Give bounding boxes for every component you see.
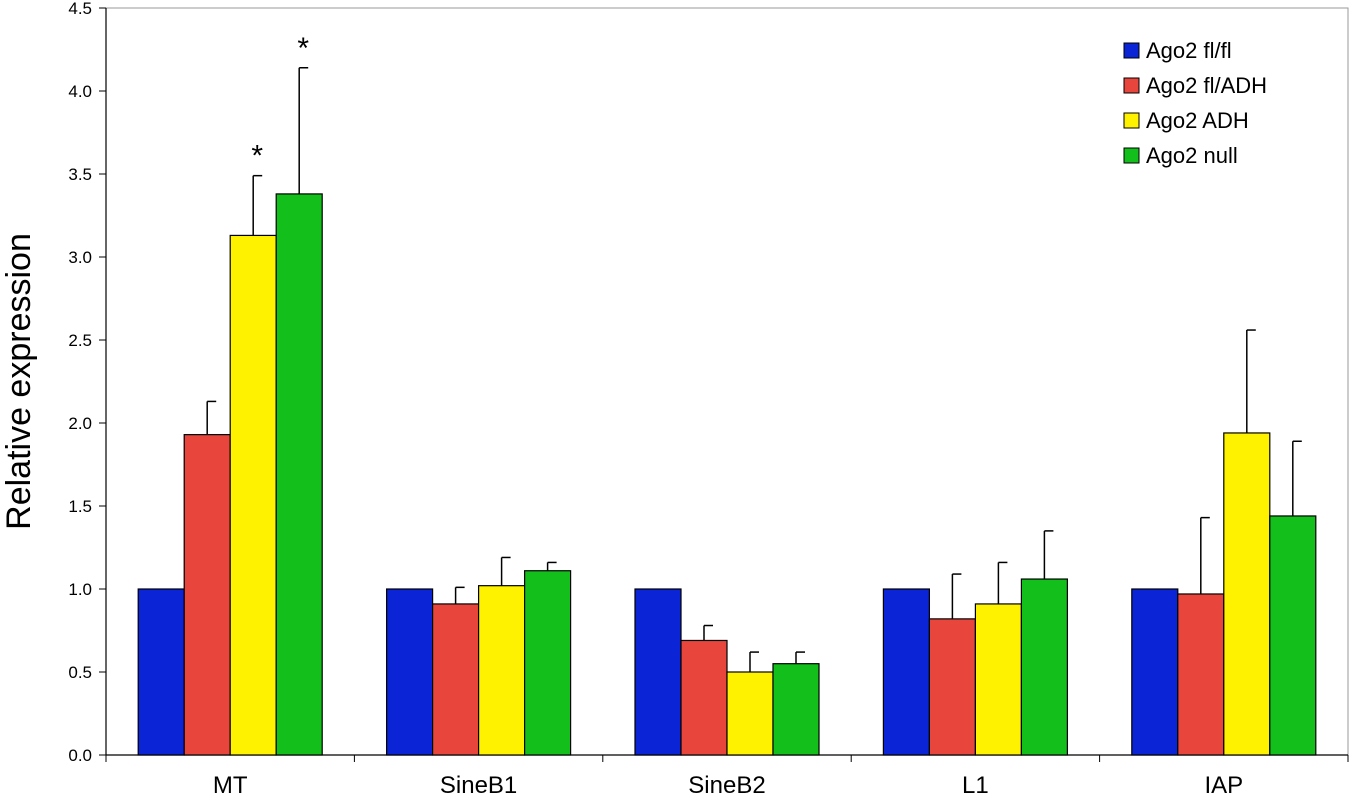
bar — [680, 639, 728, 756]
y-tick-label: 2.5 — [68, 331, 92, 350]
bar — [634, 588, 682, 756]
bar — [183, 434, 231, 756]
annotations: ** — [251, 32, 309, 173]
bar — [478, 585, 526, 756]
bar — [229, 234, 277, 756]
y-axis-title: Relative expression — [0, 233, 38, 530]
bar — [772, 663, 820, 756]
y-tick-label: 1.5 — [68, 497, 92, 516]
legend-label: Ago2 ADH — [1146, 108, 1249, 133]
bar — [1269, 515, 1317, 756]
bar — [726, 671, 774, 756]
bar — [1223, 432, 1271, 756]
x-tick-label: SineB2 — [688, 772, 765, 799]
bar — [974, 603, 1023, 756]
bar — [1020, 578, 1069, 756]
significance-star: * — [251, 140, 263, 173]
y-tick-label: 0.5 — [68, 663, 92, 682]
legend-swatch — [1123, 112, 1140, 129]
legend-swatch — [1123, 77, 1140, 94]
bar — [523, 570, 572, 756]
bar — [1177, 593, 1225, 756]
significance-star: * — [297, 32, 309, 65]
x-tick-label: SineB1 — [440, 772, 517, 799]
legend: Ago2 fl/fl Ago2 fl/ADH Ago2 ADH Ago2 null — [1123, 38, 1267, 168]
y-tick-label: 3.0 — [68, 248, 92, 267]
bar — [1131, 588, 1179, 756]
x-tick-label: L1 — [962, 772, 989, 799]
bar — [882, 588, 931, 756]
legend-swatch — [1123, 42, 1140, 59]
bar — [137, 588, 185, 756]
y-tick-label: 1.0 — [68, 580, 92, 599]
legend-swatch — [1123, 147, 1140, 164]
y-tick-label: 2.0 — [68, 414, 92, 433]
bar — [928, 618, 977, 756]
y-tick-label: 3.5 — [68, 165, 92, 184]
error-bars — [206, 67, 1302, 672]
bar — [386, 588, 434, 756]
x-tick-label: MT — [213, 772, 248, 799]
y-tick-label: 4.5 — [68, 0, 92, 18]
y-tick-label: 0.0 — [68, 746, 92, 765]
x-tick-label: IAP — [1204, 772, 1243, 799]
axes: 0.0 0.5 1.0 1.5 2.0 2.5 3.0 3.5 4.0 4.5 MT SineB1 Si… — [68, 0, 1349, 799]
legend-label: Ago2 null — [1146, 143, 1238, 168]
legend-label: Ago2 fl/ADH — [1146, 73, 1267, 98]
legend-label: Ago2 fl/fl — [1146, 38, 1232, 63]
y-tick-label: 4.0 — [68, 82, 92, 101]
bar — [275, 193, 323, 756]
bar — [432, 603, 480, 756]
bars — [137, 193, 1317, 756]
